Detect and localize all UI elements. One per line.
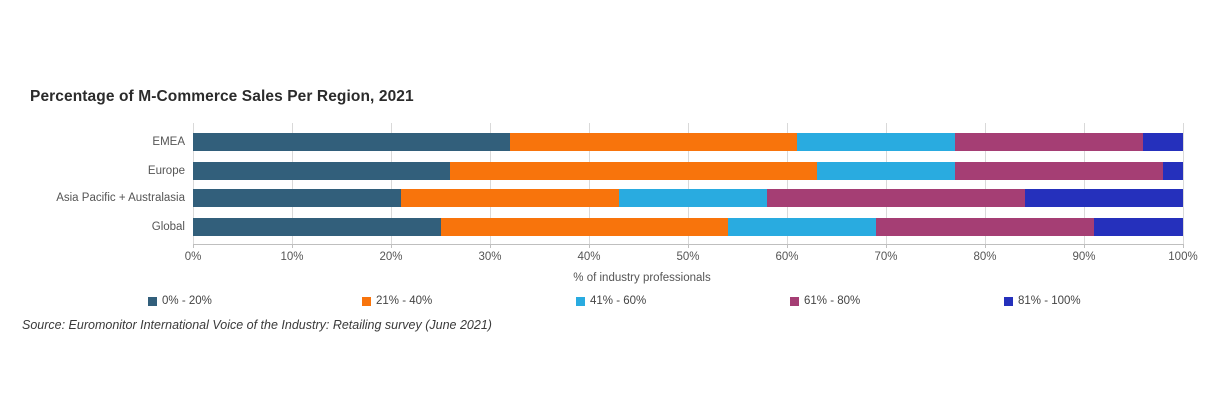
x-tick-label: 20% [379, 251, 403, 263]
bar-segment [876, 218, 1094, 236]
bar-segment [955, 133, 1144, 151]
bar-segment [193, 133, 510, 151]
gridline [787, 123, 788, 244]
bar-segment [1163, 162, 1183, 180]
bar-segment [193, 162, 451, 180]
bar-segment [1093, 218, 1183, 236]
category-label: Global [151, 221, 185, 233]
x-tick-label: 100% [1168, 251, 1198, 263]
x-tick-labels: 0% 10% 20% 30% 40% 50% 60% 70% 80% 90% 100% [185, 251, 1198, 265]
x-tick-label: 80% [973, 251, 997, 263]
legend-swatch [576, 296, 585, 306]
gridline [688, 123, 689, 244]
axis-tick [985, 244, 986, 248]
axis-tick [688, 244, 689, 248]
x-tick-label: 10% [280, 251, 304, 263]
axis-tick [292, 244, 293, 248]
bar-row [193, 218, 1183, 236]
gridline [1084, 123, 1085, 244]
bar-segment [618, 189, 768, 207]
gridline [292, 123, 293, 244]
gridline [391, 123, 392, 244]
plot-area [193, 123, 1184, 244]
axis-tick [1183, 244, 1184, 248]
gridline [985, 123, 986, 244]
x-tick-label: 30% [478, 251, 502, 263]
bar-row [193, 133, 1183, 151]
legend-item: 0% - 20% [148, 295, 362, 307]
gridline [886, 123, 887, 244]
bar-segment [509, 133, 797, 151]
gridline [193, 123, 194, 244]
source-note: Source: Euromonitor International Voice … [22, 318, 492, 332]
gridline [1183, 123, 1184, 244]
legend-swatch [362, 296, 371, 306]
x-tick-label: 50% [676, 251, 700, 263]
legend-item: 21% - 40% [362, 295, 576, 307]
legend-label: 41% - 60% [590, 295, 647, 307]
legend-label: 61% - 80% [804, 295, 861, 307]
legend-swatch [148, 296, 157, 306]
bar-segment [767, 189, 1025, 207]
bar-segment [193, 218, 441, 236]
legend-item: 81% - 100% [1004, 295, 1218, 307]
category-label: Asia Pacific + Australasia [56, 192, 185, 204]
gridline [490, 123, 491, 244]
bar-segment [400, 189, 619, 207]
x-tick-label: 90% [1072, 251, 1096, 263]
bar-segment [727, 218, 877, 236]
legend-label: 81% - 100% [1018, 295, 1081, 307]
legend-label: 0% - 20% [162, 295, 212, 307]
bar-row [193, 162, 1183, 180]
axis-tick [787, 244, 788, 248]
x-tick-label: 40% [577, 251, 601, 263]
legend-label: 21% - 40% [376, 295, 433, 307]
x-tick-label: 70% [874, 251, 898, 263]
axis-tick [886, 244, 887, 248]
bar-segment [440, 218, 728, 236]
axis-tick [1084, 244, 1085, 248]
bar-row [193, 189, 1183, 207]
bar-segment [1024, 189, 1183, 207]
x-tick-label: 60% [775, 251, 799, 263]
bar-segment [450, 162, 817, 180]
legend-swatch [790, 296, 799, 306]
bar-segment [955, 162, 1164, 180]
axis-tick [589, 244, 590, 248]
chart-title: Percentage of M-Commerce Sales Per Regio… [30, 88, 414, 105]
bar-segment [816, 162, 956, 180]
bar-segment [193, 189, 401, 207]
x-tick-label: 0% [184, 251, 202, 263]
category-label: EMEA [152, 136, 185, 148]
bar-segment [796, 133, 956, 151]
legend: 0% - 20% 21% - 40% 41% - 60% 61% - 80% 81% -… [148, 295, 1218, 307]
gridline [589, 123, 590, 244]
legend-swatch [1004, 296, 1013, 306]
bar-segment [1143, 133, 1183, 151]
x-axis-title: % of industry professionals [573, 272, 711, 284]
axis-tick [391, 244, 392, 248]
category-label: Europe [147, 165, 185, 177]
legend-item: 61% - 80% [790, 295, 1004, 307]
axis-tick [193, 244, 194, 248]
legend-item: 41% - 60% [576, 295, 790, 307]
axis-tick [490, 244, 491, 248]
